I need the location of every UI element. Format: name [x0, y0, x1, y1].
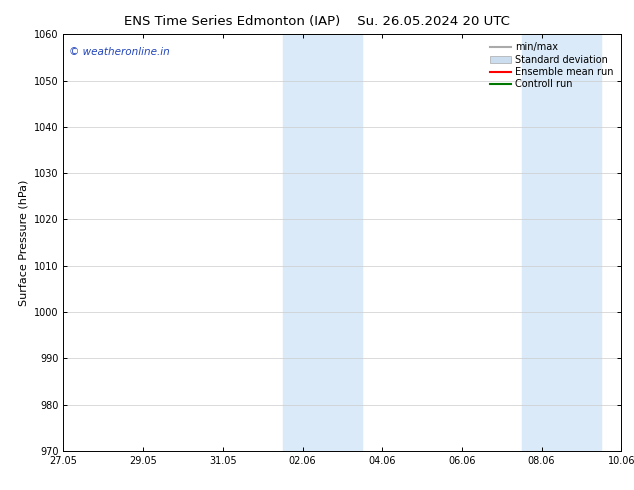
Bar — [522, 34, 602, 451]
Bar — [283, 34, 362, 451]
Y-axis label: Surface Pressure (hPa): Surface Pressure (hPa) — [18, 179, 29, 306]
Text: ENS Time Series Edmonton (IAP)    Su. 26.05.2024 20 UTC: ENS Time Series Edmonton (IAP) Su. 26.05… — [124, 15, 510, 28]
Legend: min/max, Standard deviation, Ensemble mean run, Controll run: min/max, Standard deviation, Ensemble me… — [487, 39, 616, 92]
Text: © weatheronline.in: © weatheronline.in — [69, 47, 170, 57]
